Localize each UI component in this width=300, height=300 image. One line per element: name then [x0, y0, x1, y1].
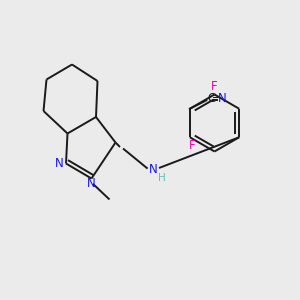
Text: N: N — [218, 92, 226, 105]
Text: N: N — [87, 177, 96, 190]
Text: F: F — [211, 80, 218, 93]
Text: N: N — [148, 163, 158, 176]
Text: F: F — [189, 139, 196, 152]
Text: N: N — [55, 157, 64, 170]
Text: H: H — [158, 173, 165, 183]
Text: C: C — [208, 92, 216, 105]
